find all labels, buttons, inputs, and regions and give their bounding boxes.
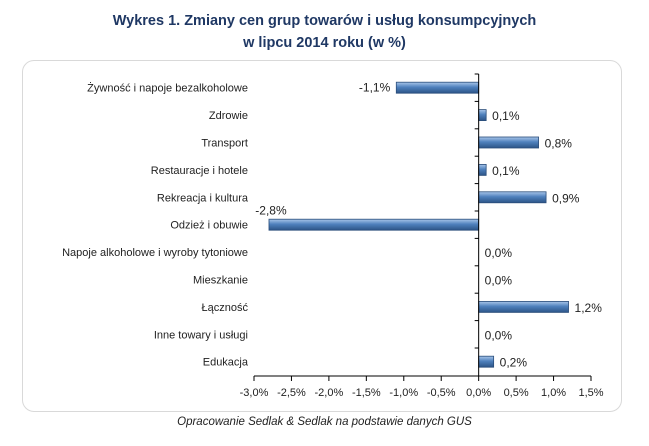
bar	[478, 300, 569, 313]
chart-title: Wykres 1. Zmiany cen grup towarów i usłu…	[0, 10, 649, 54]
category-label: Edukacja	[203, 357, 249, 369]
category-label: Restauracje i hotele	[151, 165, 248, 177]
data-label: 0,2%	[500, 356, 528, 370]
chart-frame	[22, 60, 622, 412]
data-label: -1,1%	[359, 81, 391, 95]
category-label: Inne towary i usługi	[154, 329, 248, 341]
bar	[478, 136, 539, 149]
data-label: 0,0%	[485, 246, 513, 260]
data-label: -2,8%	[255, 204, 287, 218]
bar	[268, 218, 480, 231]
x-tick-label: -0,5%	[427, 387, 456, 399]
data-label: 0,8%	[545, 137, 573, 151]
category-label: Napoje alkoholowe i wyroby tytoniowe	[62, 247, 248, 259]
bar	[478, 355, 495, 368]
bar	[478, 109, 487, 121]
x-tick-label: 0,5%	[504, 387, 529, 399]
data-label: 0,0%	[485, 274, 513, 288]
x-tick-label: -3,0%	[240, 387, 269, 399]
x-tick-label: 0,0%	[466, 387, 491, 399]
x-tick-label: -2,5%	[277, 387, 306, 399]
x-tick-label: -1,5%	[352, 387, 381, 399]
data-label: 1,2%	[575, 301, 603, 315]
chart-title-line1: Wykres 1. Zmiany cen grup towarów i usłu…	[112, 13, 537, 29]
bar	[395, 81, 480, 94]
bar	[478, 191, 547, 204]
category-label: Zdrowie	[209, 110, 248, 122]
chart-source-note: Opracowanie Sedlak & Sedlak na podstawie…	[177, 416, 472, 428]
data-label: 0,0%	[485, 328, 513, 342]
x-tick-label: 1,0%	[541, 387, 566, 399]
category-label: Transport	[201, 138, 248, 150]
category-label: Odzież i obuwie	[170, 220, 248, 232]
data-label: 0,1%	[492, 109, 520, 123]
data-label: 0,9%	[552, 191, 580, 205]
x-tick-label: -2,0%	[315, 387, 344, 399]
chart-title-line2: w lipcu 2014 roku (w %)	[243, 35, 406, 51]
x-tick-label: -1,0%	[389, 387, 418, 399]
bar	[478, 163, 487, 176]
category-label: Mieszkanie	[193, 275, 248, 287]
data-label: 0,1%	[492, 164, 520, 178]
category-label: Rekreacja i kultura	[157, 192, 249, 204]
category-label: Żywność i napoje bezalkoholowe	[87, 82, 248, 95]
x-tick-label: 1,5%	[578, 387, 603, 399]
category-label: Łączność	[202, 302, 249, 314]
